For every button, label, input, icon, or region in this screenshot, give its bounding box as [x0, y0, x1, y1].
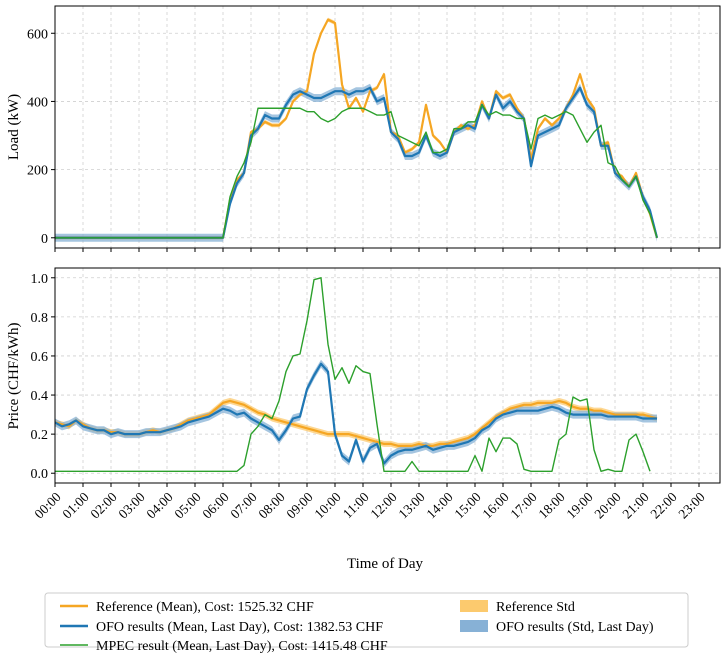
y-tick-label: 0.8 — [31, 311, 49, 326]
legend-item-mpec: MPEC result (Mean, Last Day), Cost: 1415… — [60, 639, 388, 653]
y-tick-label: 200 — [27, 164, 48, 179]
legend-item-ofo-std: OFO results (Std, Last Day) — [460, 620, 654, 635]
legend-swatch — [460, 620, 488, 632]
y-tick-label: 0 — [41, 232, 48, 247]
x-tick-label: 18:00 — [535, 489, 568, 522]
legend-label: OFO results (Mean, Last Day), Cost: 1382… — [96, 620, 383, 635]
x-tick-label: 15:00 — [451, 489, 484, 522]
axes-frame — [54, 5, 721, 249]
x-tick-label: 06:00 — [199, 489, 232, 522]
x-tick-label: 09:00 — [283, 489, 316, 522]
x-tick-label: 19:00 — [563, 489, 596, 522]
reference-std-band — [55, 17, 657, 240]
y-tick-label: 0.6 — [31, 350, 49, 365]
x-tick-label: 02:00 — [87, 489, 120, 522]
x-tick-label: 08:00 — [255, 489, 288, 522]
ofo-mean-line — [54, 362, 657, 465]
ofo-std-band — [55, 359, 657, 468]
x-tick-label: 05:00 — [171, 489, 204, 522]
x-tick-label: 00:00 — [31, 489, 64, 522]
x-tick-label: 04:00 — [143, 489, 176, 522]
y-tick-label: 600 — [27, 27, 48, 42]
x-tick-label: 21:00 — [619, 489, 652, 522]
legend-item-reference-std: Reference Std — [460, 600, 575, 615]
x-tick-label: 17:00 — [507, 489, 540, 522]
legend-label: Reference (Mean), Cost: 1525.32 CHF — [96, 600, 314, 615]
y-tick-label: 1.0 — [31, 272, 49, 287]
legend-frame — [44, 592, 689, 648]
x-tick-label: 23:00 — [675, 489, 708, 522]
y-tick-label: 400 — [27, 95, 48, 110]
y-tick-label: 0.0 — [31, 467, 49, 482]
reference-mean-line — [54, 399, 658, 447]
x-tick-label: 11:00 — [340, 489, 372, 521]
x-tick-label: 03:00 — [115, 489, 148, 522]
x-tick-label: 16:00 — [479, 489, 512, 522]
x-tick-label: 07:00 — [227, 489, 260, 522]
axes-frame — [54, 267, 721, 484]
legend-label: OFO results (Std, Last Day) — [496, 620, 654, 635]
legend-item-reference: Reference (Mean), Cost: 1525.32 CHF — [60, 600, 314, 615]
load-y-label: Load (kW) — [6, 94, 22, 160]
load-axes: 0 200 400 600 — [27, 5, 721, 252]
x-tick-label: 12:00 — [367, 489, 400, 522]
mpec-line — [55, 277, 651, 472]
legend-swatch — [460, 600, 488, 612]
y-tick-label: 0.4 — [31, 389, 49, 404]
legend-label: Reference Std — [496, 600, 575, 615]
reference-mean-line — [55, 18, 659, 239]
x-tick-label: 10:00 — [311, 489, 344, 522]
price-y-label: Price (CHF/kWh) — [6, 322, 22, 429]
x-axis-label: Time of Day — [347, 556, 424, 572]
y-tick-label: 0.2 — [31, 428, 49, 443]
legend: Reference (Mean), Cost: 1525.32 CHF OFO r… — [44, 592, 689, 653]
mpec-line — [55, 104, 658, 239]
price-axes: 0.0 0.2 0.4 0.6 0.8 1.0 00:0001:0002:0003:0004… — [31, 267, 721, 522]
legend-item-ofo: OFO results (Mean, Last Day), Cost: 1382… — [60, 620, 383, 635]
x-tick-label: 01:00 — [59, 489, 92, 522]
legend-label: MPEC result (Mean, Last Day), Cost: 1415… — [96, 639, 388, 653]
x-tick-label: 14:00 — [423, 489, 456, 522]
x-tick-label: 22:00 — [647, 489, 680, 522]
x-tick-label: 13:00 — [395, 489, 428, 522]
x-tick-label: 20:00 — [591, 489, 624, 522]
